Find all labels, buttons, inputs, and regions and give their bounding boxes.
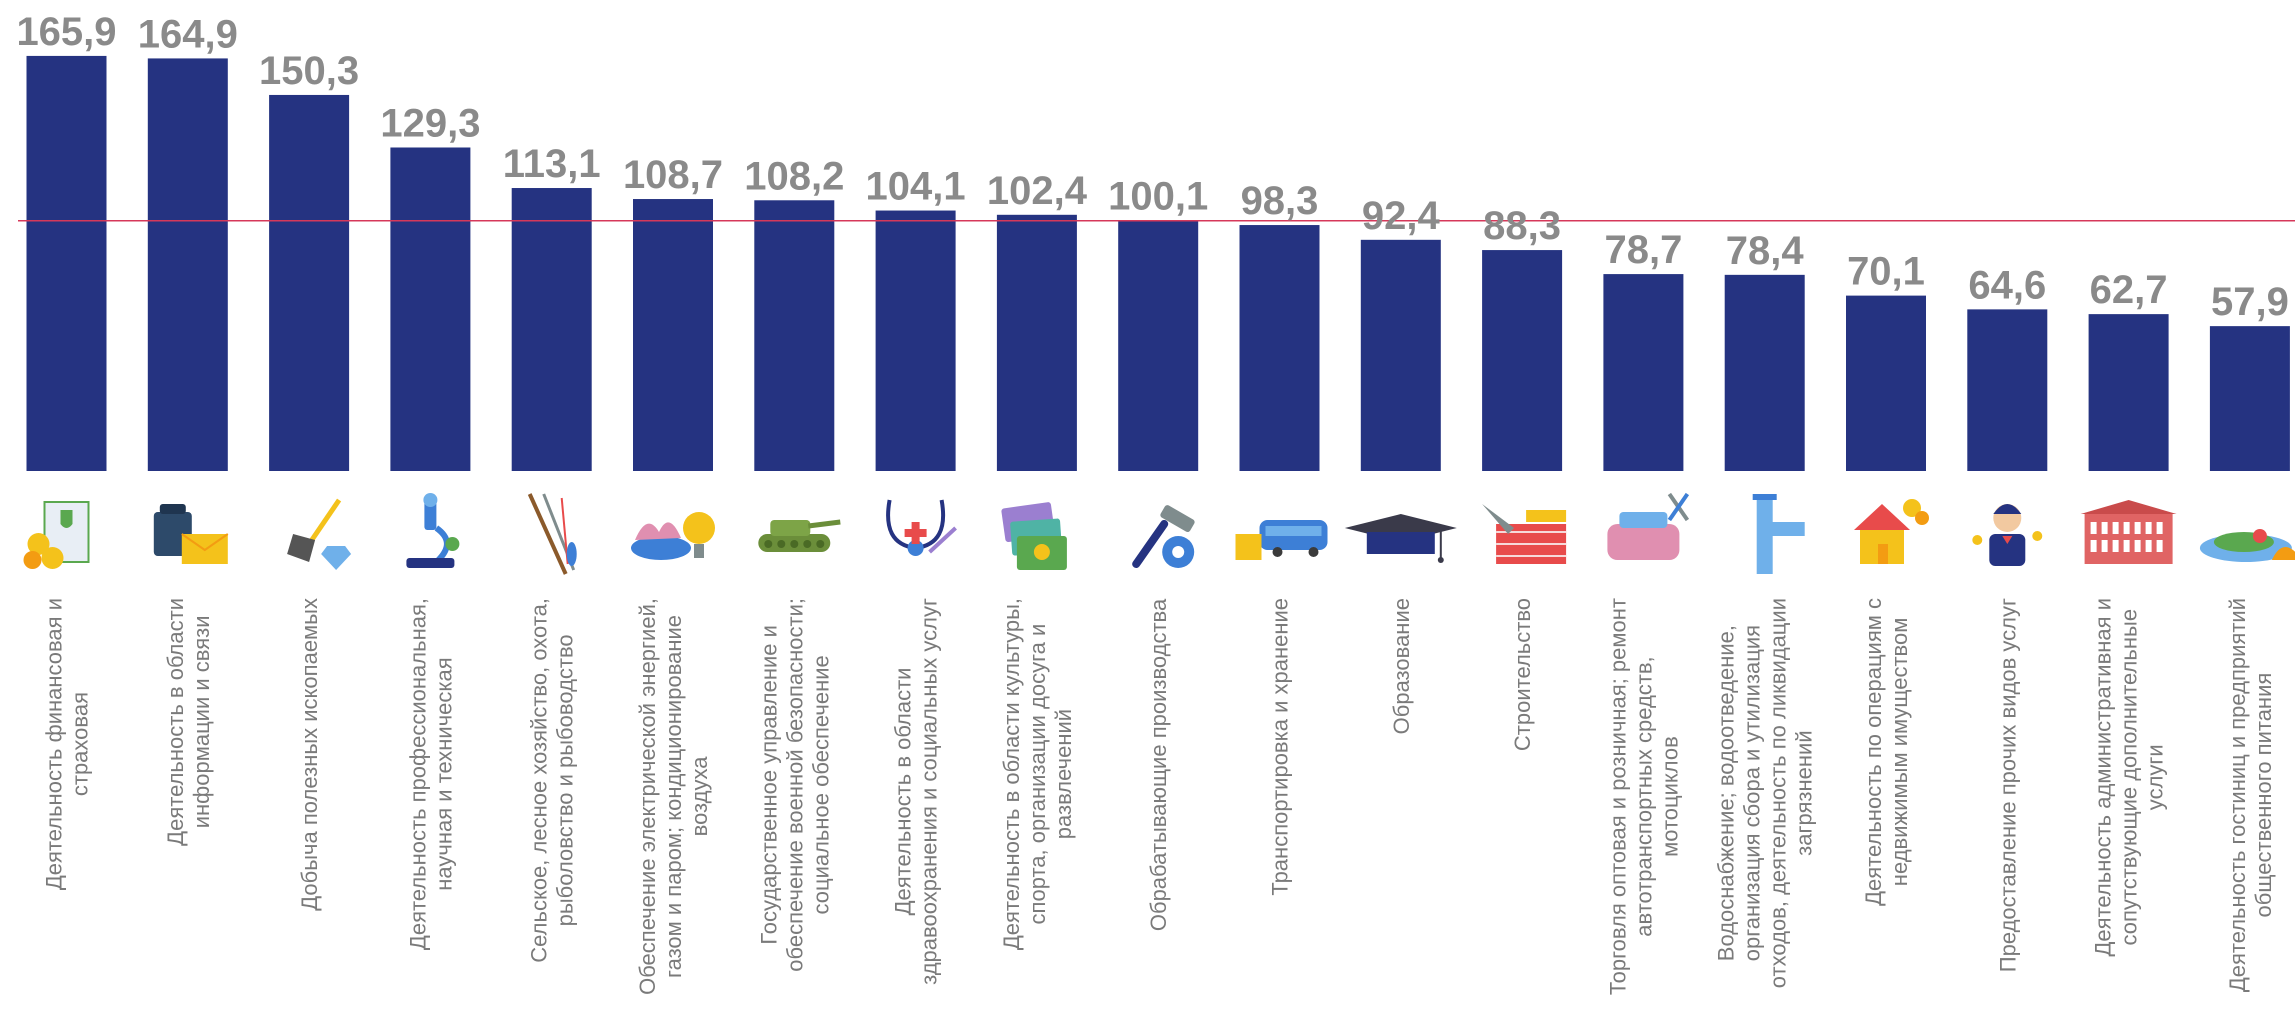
value-label: 98,3 [1241, 179, 1319, 223]
value-label: 62,7 [2090, 268, 2168, 312]
category-label: Обрабатывающие производства [1146, 598, 1171, 931]
value-label: 164,9 [138, 12, 238, 56]
category-label: Строительство [1510, 598, 1535, 751]
category-label: Деятельность профессиональная,научная и … [405, 598, 456, 950]
value-label: 78,7 [1604, 228, 1682, 272]
value-label: 57,9 [2211, 280, 2289, 324]
category-label: Деятельность финансовая истраховая [42, 598, 93, 890]
shovel-diamond-icon [287, 498, 352, 570]
value-label: 113,1 [503, 142, 601, 186]
category-label: Деятельность по операциям снедвижимым им… [1861, 598, 1912, 906]
value-label: 92,4 [1362, 194, 1441, 238]
value-label: 64,6 [1968, 263, 2046, 307]
graduation-cap-icon [1344, 514, 1457, 563]
category-label: Предоставление прочих видов услуг [1995, 598, 2020, 972]
bar [1724, 274, 1805, 471]
bar [1239, 225, 1320, 471]
bus-box-icon [1235, 520, 1328, 560]
value-labels: 165,9 164,9 150,3 129,3 113,1 108,7 108,2 104,1… [16, 10, 2288, 324]
bar [269, 94, 350, 471]
bar [996, 214, 1077, 471]
office-building-icon [2080, 500, 2177, 564]
bar [26, 55, 107, 471]
gas-burner-bulb-icon [631, 512, 715, 560]
bar [2209, 326, 2290, 471]
category-label: Транспортировка и хранение [1268, 598, 1293, 896]
bar [1118, 220, 1199, 471]
value-label: 70,1 [1847, 250, 1925, 294]
value-label: 100,1 [1108, 175, 1208, 219]
stethoscope-icon [886, 499, 957, 556]
category-label: Образование [1389, 598, 1414, 734]
microscope-icon [406, 493, 460, 568]
hammer-gear-icon [1132, 505, 1195, 568]
category-label: Деятельность гостиниц и предприятийобщес… [2225, 598, 2276, 992]
bar [390, 147, 471, 471]
value-label: 88,3 [1483, 204, 1561, 248]
bar [1967, 309, 2048, 471]
bar [1846, 295, 1926, 471]
category-icons [23, 492, 2295, 575]
bar [1360, 239, 1441, 471]
bar [2088, 314, 2169, 471]
category-label: Торговля оптовая и розничная; ремонтавто… [1605, 598, 1682, 995]
bar [633, 199, 713, 471]
category-label: Сельское, лесное хозяйство, охота,рыболо… [527, 598, 578, 963]
category-label: Добыча полезных ископаемых [297, 598, 322, 911]
telephone-mail-icon [153, 504, 229, 564]
category-label: Деятельность в области культуры,спорта, … [999, 598, 1076, 950]
bar [1482, 250, 1563, 471]
value-label: 165,9 [16, 10, 116, 54]
category-label: Государственное управление иобеспечение … [756, 598, 833, 972]
value-label: 104,1 [866, 165, 966, 209]
bars [26, 55, 2290, 472]
finance-icon [23, 501, 90, 569]
category-label: Деятельность в областиинформации и связи [163, 598, 214, 846]
house-coins-icon [1854, 499, 1929, 564]
bar [754, 200, 835, 471]
food-dish-icon [2199, 529, 2295, 562]
service-person-icon [1972, 504, 2043, 566]
category-label: Обеспечение электрической энергией,газом… [635, 598, 712, 995]
bar [875, 210, 956, 471]
value-label: 129,3 [380, 101, 480, 145]
bar [1603, 274, 1684, 471]
brick-trowel-icon [1482, 504, 1567, 564]
value-label: 102,4 [987, 169, 1088, 213]
car-tools-icon [1607, 492, 1690, 560]
water-pipe-icon [1752, 494, 1805, 574]
tank-icon [758, 519, 841, 552]
value-label: 108,7 [623, 153, 723, 197]
category-labels: Деятельность финансовая истраховая Деятел… [42, 598, 2276, 995]
category-label: Деятельность в областиздравоохранения и … [891, 598, 942, 985]
value-label: 78,4 [1726, 229, 1805, 273]
bar [147, 58, 228, 472]
theater-tickets-icon [1001, 502, 1067, 570]
value-label: 108,2 [744, 154, 844, 198]
bar [511, 188, 592, 471]
category-label: Деятельность административная исопутству… [2091, 598, 2168, 956]
category-label: Водоснабжение; водоотведение,организация… [1714, 598, 1817, 988]
fishing-rod-icon [527, 493, 577, 575]
value-label: 150,3 [259, 49, 359, 93]
